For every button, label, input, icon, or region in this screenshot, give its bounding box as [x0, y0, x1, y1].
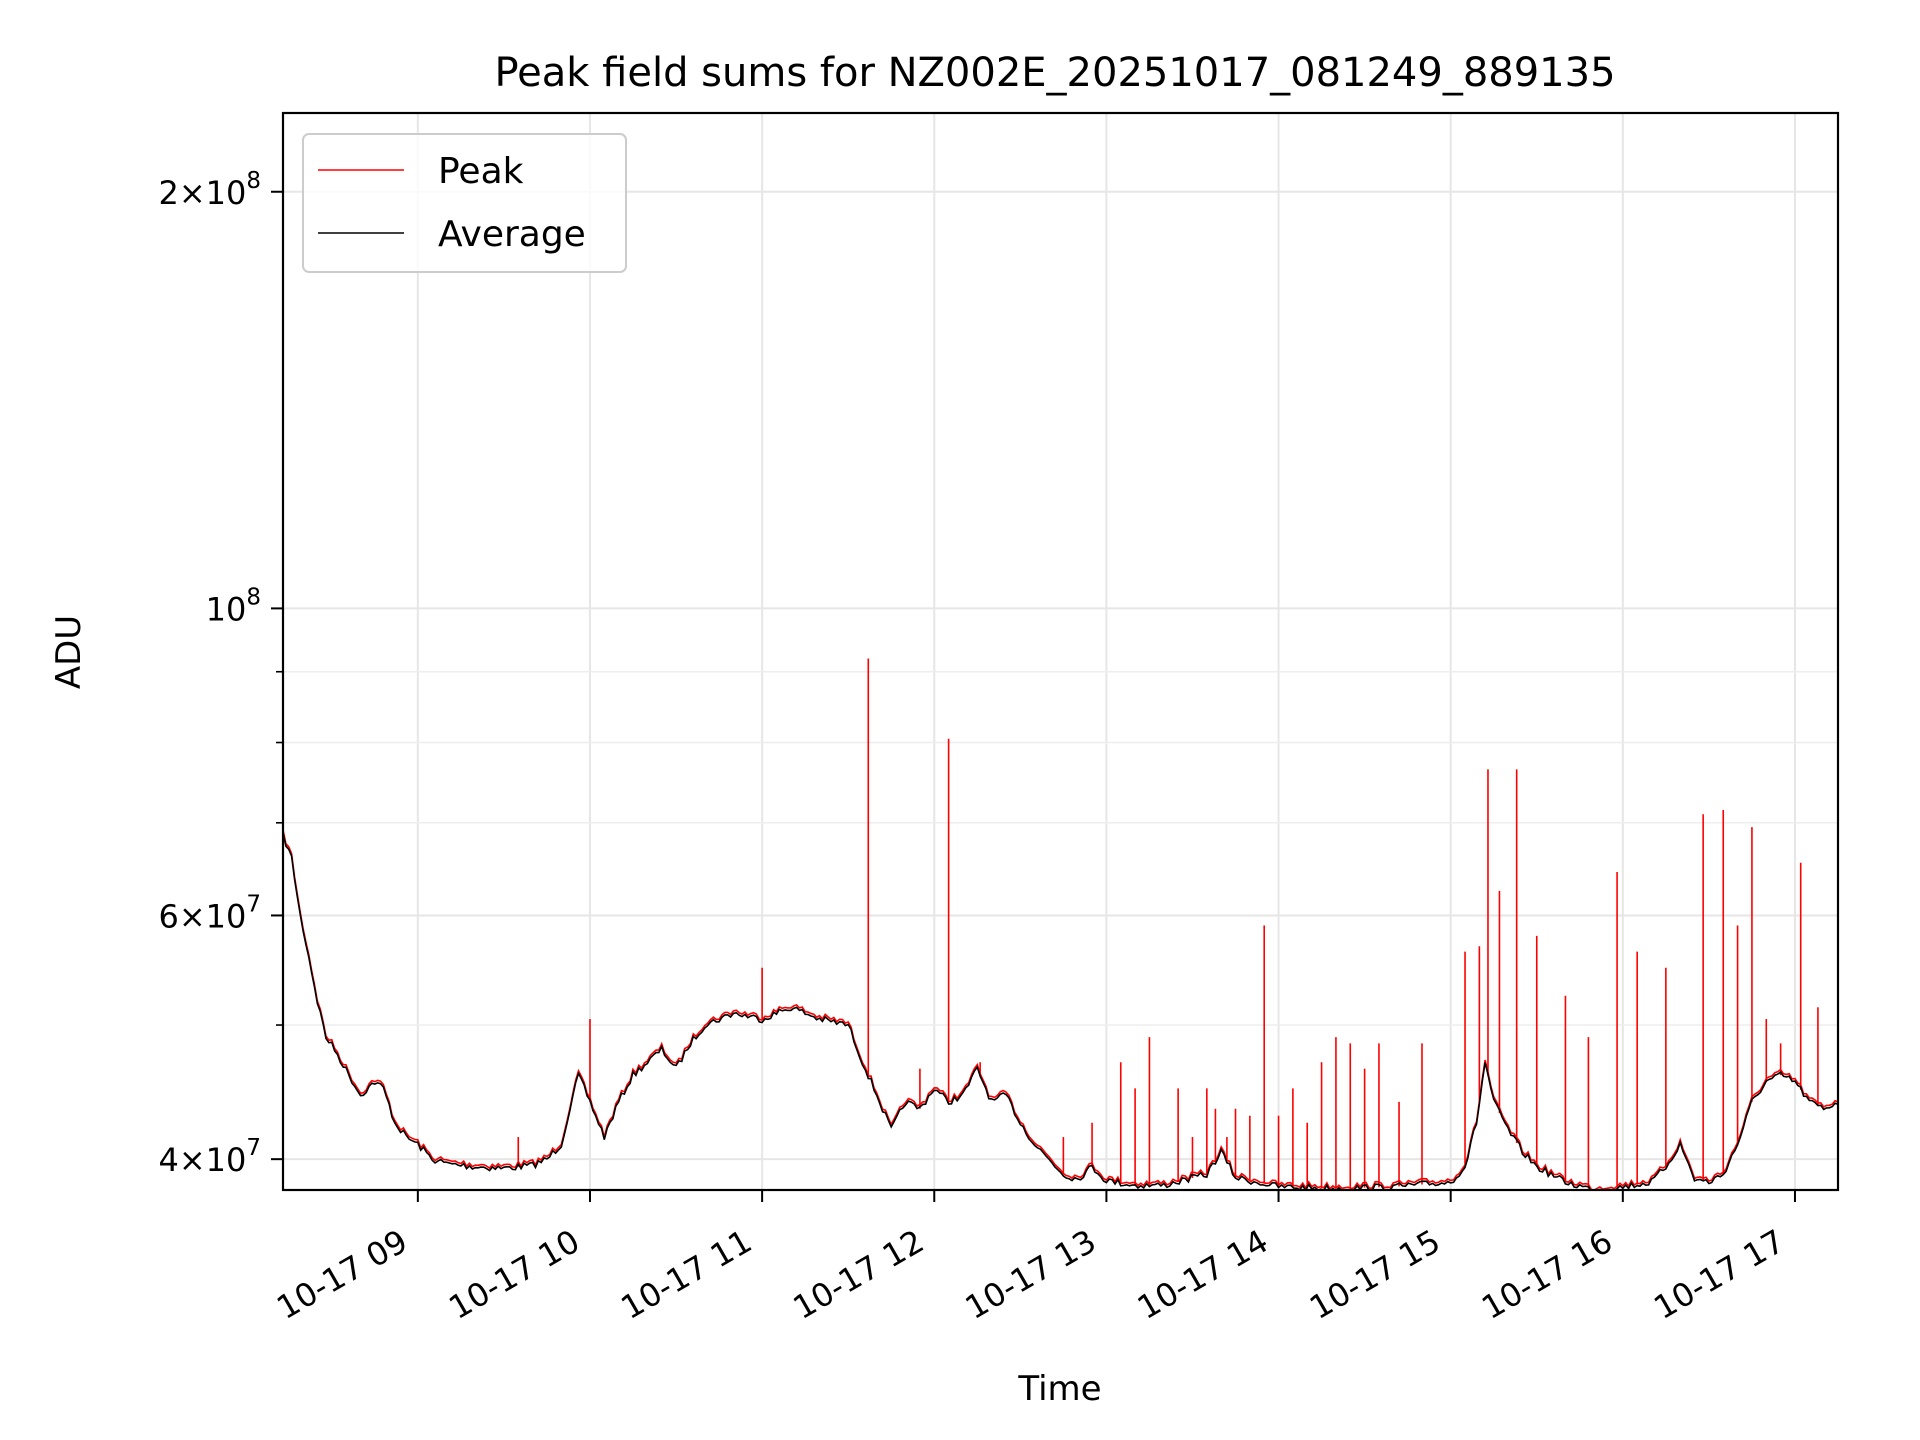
y-tick-label: 108: [206, 584, 261, 628]
y-tick-label: 2×108: [158, 168, 261, 212]
y-tick-label: 4×107: [158, 1135, 261, 1179]
y-tick-label: 6×107: [158, 891, 261, 935]
y-axis-label: ADU: [49, 615, 89, 689]
legend-average-label: Average: [438, 214, 586, 255]
x-axis-label: Time: [1017, 1369, 1101, 1409]
plot-data: [283, 658, 1838, 1190]
legend: Peak Average: [302, 133, 627, 273]
grid: [283, 113, 1838, 1190]
average-series-line: [283, 832, 1838, 1190]
legend-box: [302, 133, 627, 273]
legend-peak-label: Peak: [438, 151, 524, 192]
chart-title: Peak field sums for NZ002E_20251017_0812…: [494, 50, 1615, 96]
peak-series-line: [283, 829, 1838, 1190]
plot-frame: [281, 111, 1840, 1192]
